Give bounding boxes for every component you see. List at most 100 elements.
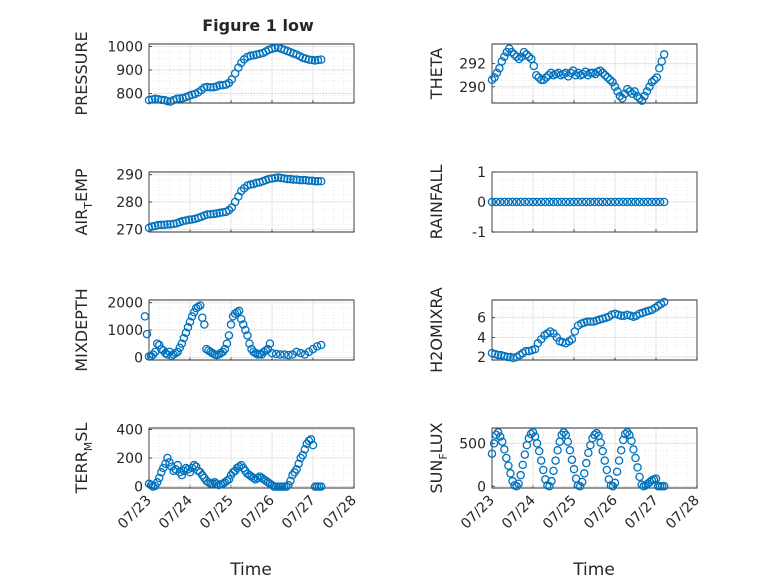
data-point [267, 44, 277, 53]
data-point [568, 66, 578, 75]
data-point [565, 446, 575, 455]
subplot-h2omixra: 6 4 2 H2OMIXRA [427, 287, 698, 373]
data-point [208, 348, 217, 358]
data-point [172, 94, 182, 104]
data-point [655, 197, 665, 207]
data-point [236, 186, 246, 196]
subplot-pressure: 1000 900 800 PRESSURE [72, 31, 355, 116]
axes-border [148, 171, 355, 233]
data-point [524, 434, 534, 443]
data-point [567, 455, 577, 464]
x-tick-label: 07/27 [279, 493, 319, 533]
data-point [226, 320, 236, 329]
axes-border [491, 43, 698, 104]
data-point [495, 432, 505, 441]
data-point [284, 480, 293, 490]
data-point [152, 478, 162, 487]
data-point [522, 50, 531, 59]
data-point [169, 219, 178, 229]
subplot-air_temp: 290 280 270 AIRTEMP [72, 168, 355, 238]
y-axis-label-subscript: M [82, 442, 95, 452]
data-point [520, 450, 530, 459]
data-point [518, 460, 528, 470]
y-axis-label-main: H2OMIXRA [427, 287, 446, 373]
data-point [541, 73, 551, 82]
axes-border [148, 427, 355, 489]
data-point [185, 317, 195, 327]
data-point [280, 174, 289, 183]
data-point [647, 77, 657, 87]
y-tick-label: 290 [459, 80, 486, 96]
data-point [251, 348, 260, 358]
data-point [163, 453, 172, 463]
data-point [536, 456, 546, 465]
data-point [553, 197, 562, 207]
data-point [563, 437, 573, 446]
data-point [600, 70, 610, 80]
data-point [239, 320, 248, 329]
data-point [298, 450, 307, 460]
data-point [608, 77, 617, 87]
data-point [584, 448, 593, 458]
data-point [524, 52, 534, 61]
y-tick-label: 800 [116, 87, 143, 103]
data-point [169, 466, 178, 476]
data-point [528, 428, 538, 437]
data-point [637, 480, 646, 489]
data-point [220, 344, 230, 354]
y-axis-label: TERRMSL [72, 423, 95, 495]
data-point [659, 297, 669, 307]
y-axis-label: MIXDEPTH [72, 288, 91, 371]
data-point [594, 197, 603, 207]
data-point [659, 50, 669, 59]
data-point [308, 440, 318, 450]
y-tick-label: 292 [459, 57, 486, 73]
data-point [623, 197, 632, 207]
y-tick-label: 6 [477, 311, 486, 327]
y-axis-label-main: THETA [427, 48, 446, 100]
data-point [545, 482, 554, 491]
data-point [316, 55, 326, 64]
y-tick-label: 200 [116, 451, 143, 467]
data-point [621, 429, 630, 439]
y-axis-label: THETA [427, 48, 446, 100]
data-point [304, 55, 314, 64]
data-point [610, 197, 620, 207]
data-point [651, 197, 661, 207]
y-axis-label-subscript: T [82, 202, 95, 210]
data-point [224, 475, 234, 484]
data-point [497, 437, 507, 446]
data-point [282, 482, 291, 491]
data-point [300, 445, 310, 454]
y-axis-label-suffix: LUX [427, 422, 446, 453]
data-point [243, 331, 252, 340]
data-point [590, 197, 599, 207]
data-point [175, 343, 184, 352]
data-point [504, 461, 513, 470]
y-axis-label: SUNFLUX [427, 422, 450, 493]
data-point [157, 95, 166, 105]
data-point [536, 75, 546, 85]
x-tick-label: 07/23 [115, 493, 155, 533]
data-point [559, 428, 569, 437]
data-point [504, 197, 513, 207]
y-axis-label: H2OMIXRA [427, 287, 446, 373]
data-point [627, 436, 636, 446]
data-point [580, 469, 589, 478]
y-axis-label-main: RAINFALL [427, 165, 446, 240]
x-tick-label: 07/28 [320, 493, 360, 533]
data-point [267, 348, 277, 358]
y-tick-label: 1000 [107, 323, 143, 339]
data-point [163, 220, 172, 229]
y-tick-label: 280 [116, 195, 143, 211]
series-markers [487, 197, 669, 207]
y-tick-label: -1 [472, 225, 486, 241]
data-point [181, 216, 191, 225]
data-point [236, 314, 246, 324]
data-point [490, 73, 499, 82]
data-point [633, 463, 642, 472]
data-point [551, 456, 560, 465]
data-point [582, 458, 591, 468]
data-point [532, 70, 541, 80]
data-point [306, 435, 316, 444]
